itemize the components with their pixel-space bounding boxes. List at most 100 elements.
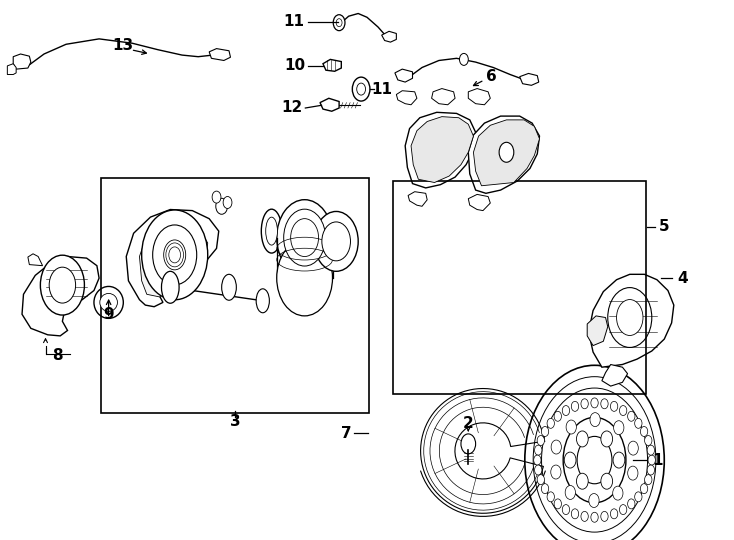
- Ellipse shape: [562, 406, 570, 416]
- Ellipse shape: [566, 420, 576, 434]
- Polygon shape: [382, 31, 396, 42]
- Ellipse shape: [161, 271, 179, 303]
- Ellipse shape: [537, 475, 545, 484]
- Ellipse shape: [266, 217, 277, 245]
- Ellipse shape: [590, 413, 600, 427]
- Polygon shape: [408, 192, 427, 206]
- Ellipse shape: [542, 388, 647, 532]
- Ellipse shape: [212, 191, 221, 203]
- Ellipse shape: [644, 475, 652, 484]
- Polygon shape: [468, 116, 539, 193]
- Ellipse shape: [357, 83, 366, 95]
- Polygon shape: [320, 98, 339, 111]
- Ellipse shape: [640, 427, 647, 436]
- Polygon shape: [209, 49, 230, 60]
- Ellipse shape: [564, 452, 576, 468]
- Ellipse shape: [601, 399, 608, 409]
- Text: 12: 12: [282, 100, 302, 116]
- Polygon shape: [432, 89, 455, 105]
- Ellipse shape: [534, 445, 542, 455]
- Ellipse shape: [617, 300, 643, 335]
- Text: 11: 11: [283, 14, 304, 29]
- Polygon shape: [28, 254, 43, 266]
- Ellipse shape: [142, 210, 208, 300]
- Ellipse shape: [628, 466, 638, 480]
- Text: 7: 7: [341, 426, 352, 441]
- Ellipse shape: [499, 143, 514, 162]
- Ellipse shape: [336, 19, 342, 26]
- Ellipse shape: [591, 512, 598, 522]
- Ellipse shape: [223, 197, 232, 208]
- Ellipse shape: [534, 455, 541, 465]
- Polygon shape: [139, 221, 208, 297]
- Ellipse shape: [49, 267, 76, 303]
- Ellipse shape: [216, 198, 228, 214]
- Ellipse shape: [461, 434, 476, 454]
- Ellipse shape: [40, 255, 84, 315]
- Ellipse shape: [581, 399, 588, 409]
- Ellipse shape: [611, 509, 618, 519]
- Polygon shape: [395, 69, 413, 82]
- Ellipse shape: [640, 484, 647, 494]
- Ellipse shape: [647, 465, 655, 475]
- Ellipse shape: [314, 212, 358, 271]
- Polygon shape: [7, 64, 16, 75]
- Polygon shape: [126, 210, 219, 307]
- Ellipse shape: [601, 511, 608, 522]
- Polygon shape: [468, 194, 490, 211]
- Polygon shape: [520, 73, 539, 85]
- Ellipse shape: [628, 499, 635, 509]
- Ellipse shape: [533, 377, 656, 540]
- Ellipse shape: [644, 436, 652, 446]
- Polygon shape: [22, 256, 99, 336]
- Ellipse shape: [577, 436, 612, 484]
- Ellipse shape: [537, 436, 545, 446]
- Ellipse shape: [459, 53, 468, 65]
- Ellipse shape: [565, 485, 575, 500]
- Ellipse shape: [571, 401, 578, 411]
- Ellipse shape: [635, 418, 642, 428]
- Ellipse shape: [550, 465, 561, 479]
- Ellipse shape: [153, 225, 197, 285]
- Ellipse shape: [647, 445, 655, 455]
- Ellipse shape: [611, 401, 618, 411]
- Text: 9: 9: [103, 307, 114, 322]
- Ellipse shape: [613, 486, 623, 500]
- Ellipse shape: [222, 274, 236, 300]
- Text: 13: 13: [113, 38, 134, 53]
- Ellipse shape: [525, 365, 664, 540]
- Ellipse shape: [614, 421, 624, 435]
- Ellipse shape: [534, 465, 542, 475]
- Ellipse shape: [628, 411, 635, 421]
- Ellipse shape: [601, 431, 613, 447]
- Ellipse shape: [613, 452, 625, 468]
- Ellipse shape: [542, 484, 549, 494]
- Text: 4: 4: [677, 271, 688, 286]
- Polygon shape: [589, 274, 674, 367]
- Polygon shape: [468, 89, 490, 105]
- Ellipse shape: [571, 509, 578, 519]
- Polygon shape: [323, 59, 341, 71]
- Text: 11: 11: [371, 82, 392, 97]
- Bar: [101, 178, 369, 413]
- Polygon shape: [473, 120, 539, 186]
- Ellipse shape: [256, 289, 269, 313]
- Ellipse shape: [648, 455, 655, 465]
- Ellipse shape: [601, 473, 613, 489]
- Ellipse shape: [608, 288, 652, 347]
- Ellipse shape: [283, 209, 326, 266]
- Polygon shape: [396, 91, 417, 105]
- Ellipse shape: [562, 504, 570, 515]
- Bar: [393, 181, 646, 394]
- Ellipse shape: [576, 431, 588, 447]
- Ellipse shape: [291, 219, 319, 256]
- Ellipse shape: [277, 240, 333, 316]
- Polygon shape: [587, 316, 608, 346]
- Ellipse shape: [547, 418, 554, 428]
- Ellipse shape: [554, 411, 562, 421]
- Polygon shape: [405, 112, 476, 188]
- Ellipse shape: [581, 511, 588, 522]
- Ellipse shape: [100, 293, 117, 312]
- Polygon shape: [602, 364, 628, 386]
- Polygon shape: [13, 54, 31, 69]
